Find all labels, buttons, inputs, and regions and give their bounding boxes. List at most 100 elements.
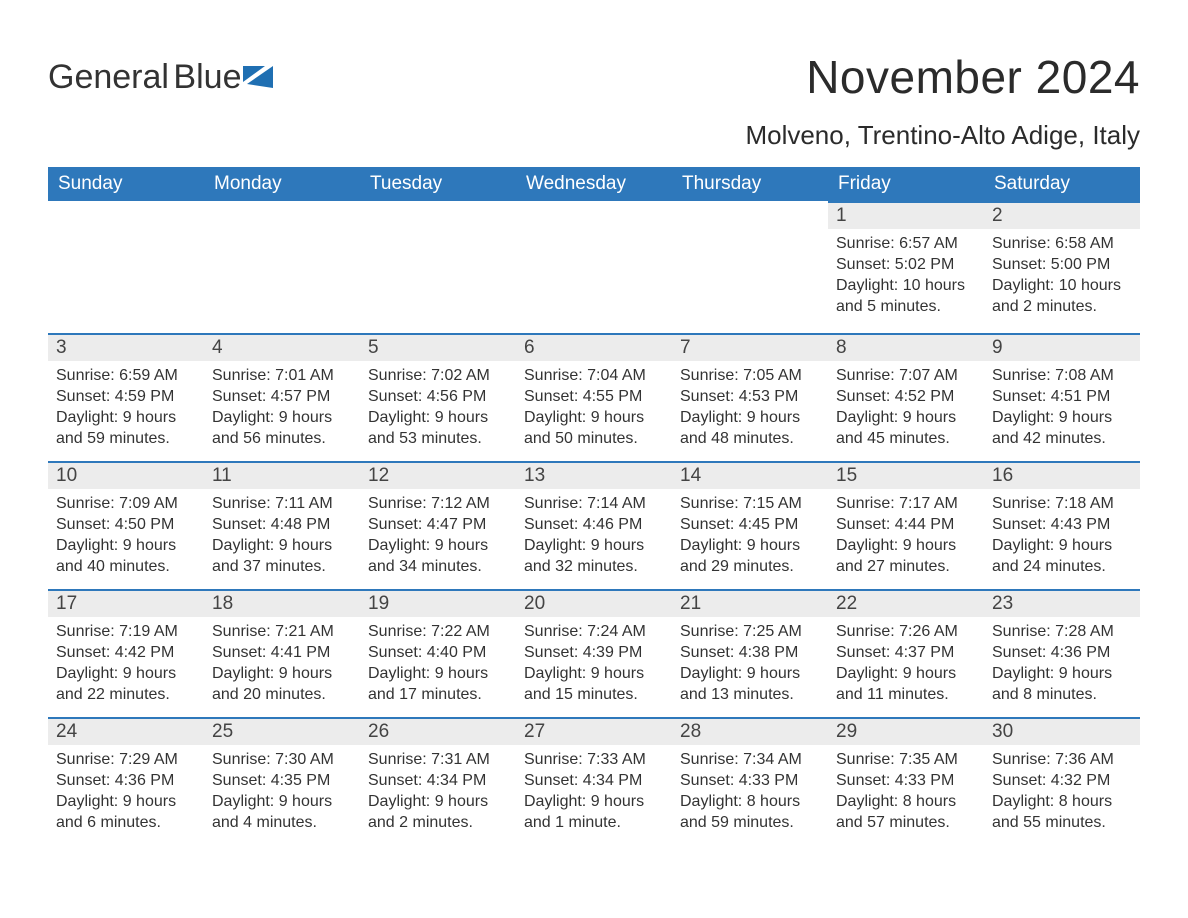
day-sunrise: Sunrise: 6:58 AM — [992, 233, 1132, 254]
day-daylight1: Daylight: 9 hours — [56, 407, 196, 428]
day-daylight2: and 53 minutes. — [368, 428, 508, 449]
day-daylight1: Daylight: 9 hours — [524, 407, 664, 428]
day-daylight2: and 42 minutes. — [992, 428, 1132, 449]
day-daylight1: Daylight: 9 hours — [680, 407, 820, 428]
day-sunset: Sunset: 4:44 PM — [836, 514, 976, 535]
day-number: 29 — [828, 717, 984, 745]
day-details: Sunrise: 7:19 AMSunset: 4:42 PMDaylight:… — [48, 617, 204, 713]
day-sunrise: Sunrise: 7:04 AM — [524, 365, 664, 386]
day-details: Sunrise: 7:14 AMSunset: 4:46 PMDaylight:… — [516, 489, 672, 585]
day-number: 27 — [516, 717, 672, 745]
day-sunset: Sunset: 4:33 PM — [836, 770, 976, 791]
day-daylight1: Daylight: 9 hours — [56, 535, 196, 556]
day-daylight1: Daylight: 9 hours — [56, 791, 196, 812]
day-details: Sunrise: 7:12 AMSunset: 4:47 PMDaylight:… — [360, 489, 516, 585]
day-daylight1: Daylight: 8 hours — [992, 791, 1132, 812]
calendar-day-cell: 10Sunrise: 7:09 AMSunset: 4:50 PMDayligh… — [48, 461, 204, 589]
weekday-header: Saturday — [984, 167, 1140, 201]
day-number: 12 — [360, 461, 516, 489]
day-number: 23 — [984, 589, 1140, 617]
logo-text-top: General — [48, 58, 169, 96]
day-sunset: Sunset: 4:45 PM — [680, 514, 820, 535]
calendar-day-cell: 24Sunrise: 7:29 AMSunset: 4:36 PMDayligh… — [48, 717, 204, 845]
day-details: Sunrise: 7:29 AMSunset: 4:36 PMDaylight:… — [48, 745, 204, 841]
day-daylight2: and 37 minutes. — [212, 556, 352, 577]
day-daylight1: Daylight: 8 hours — [680, 791, 820, 812]
day-sunset: Sunset: 4:33 PM — [680, 770, 820, 791]
day-number: 11 — [204, 461, 360, 489]
calendar-day-cell: . — [360, 201, 516, 333]
day-details: Sunrise: 7:28 AMSunset: 4:36 PMDaylight:… — [984, 617, 1140, 713]
calendar-day-cell: 25Sunrise: 7:30 AMSunset: 4:35 PMDayligh… — [204, 717, 360, 845]
day-daylight2: and 8 minutes. — [992, 684, 1132, 705]
day-sunset: Sunset: 4:32 PM — [992, 770, 1132, 791]
calendar-day-cell: 12Sunrise: 7:12 AMSunset: 4:47 PMDayligh… — [360, 461, 516, 589]
day-number: 5 — [360, 333, 516, 361]
calendar-day-cell: 27Sunrise: 7:33 AMSunset: 4:34 PMDayligh… — [516, 717, 672, 845]
header: General Blue November 2024 Molveno, Tren… — [48, 50, 1140, 163]
calendar-header-row: SundayMondayTuesdayWednesdayThursdayFrid… — [48, 167, 1140, 201]
day-sunset: Sunset: 5:02 PM — [836, 254, 976, 275]
calendar-day-cell: 3Sunrise: 6:59 AMSunset: 4:59 PMDaylight… — [48, 333, 204, 461]
calendar-day-cell: 7Sunrise: 7:05 AMSunset: 4:53 PMDaylight… — [672, 333, 828, 461]
day-sunset: Sunset: 4:42 PM — [56, 642, 196, 663]
day-sunrise: Sunrise: 6:59 AM — [56, 365, 196, 386]
day-number: 30 — [984, 717, 1140, 745]
day-number: 24 — [48, 717, 204, 745]
day-number: 2 — [984, 201, 1140, 229]
day-number: 16 — [984, 461, 1140, 489]
day-sunset: Sunset: 4:34 PM — [368, 770, 508, 791]
day-daylight2: and 59 minutes. — [56, 428, 196, 449]
day-daylight2: and 2 minutes. — [992, 296, 1132, 317]
day-daylight1: Daylight: 8 hours — [836, 791, 976, 812]
day-daylight2: and 20 minutes. — [212, 684, 352, 705]
calendar-day-cell: 13Sunrise: 7:14 AMSunset: 4:46 PMDayligh… — [516, 461, 672, 589]
weekday-header: Monday — [204, 167, 360, 201]
day-sunset: Sunset: 4:52 PM — [836, 386, 976, 407]
title-block: November 2024 Molveno, Trentino-Alto Adi… — [745, 50, 1140, 163]
day-number: 28 — [672, 717, 828, 745]
day-sunset: Sunset: 4:43 PM — [992, 514, 1132, 535]
day-details: Sunrise: 7:31 AMSunset: 4:34 PMDaylight:… — [360, 745, 516, 841]
day-daylight2: and 40 minutes. — [56, 556, 196, 577]
calendar-day-cell: 29Sunrise: 7:35 AMSunset: 4:33 PMDayligh… — [828, 717, 984, 845]
day-sunrise: Sunrise: 7:08 AM — [992, 365, 1132, 386]
day-sunrise: Sunrise: 7:02 AM — [368, 365, 508, 386]
day-sunset: Sunset: 4:59 PM — [56, 386, 196, 407]
calendar-day-cell: 26Sunrise: 7:31 AMSunset: 4:34 PMDayligh… — [360, 717, 516, 845]
calendar-day-cell: 9Sunrise: 7:08 AMSunset: 4:51 PMDaylight… — [984, 333, 1140, 461]
day-number: 7 — [672, 333, 828, 361]
day-daylight1: Daylight: 9 hours — [368, 791, 508, 812]
day-sunrise: Sunrise: 7:25 AM — [680, 621, 820, 642]
day-daylight1: Daylight: 9 hours — [836, 535, 976, 556]
day-daylight2: and 57 minutes. — [836, 812, 976, 833]
day-details: Sunrise: 7:36 AMSunset: 4:32 PMDaylight:… — [984, 745, 1140, 841]
day-sunrise: Sunrise: 7:17 AM — [836, 493, 976, 514]
calendar-day-cell: 8Sunrise: 7:07 AMSunset: 4:52 PMDaylight… — [828, 333, 984, 461]
day-daylight2: and 1 minute. — [524, 812, 664, 833]
day-daylight2: and 29 minutes. — [680, 556, 820, 577]
day-daylight1: Daylight: 9 hours — [680, 535, 820, 556]
day-number: 15 — [828, 461, 984, 489]
day-number: 25 — [204, 717, 360, 745]
day-sunrise: Sunrise: 7:14 AM — [524, 493, 664, 514]
day-details: Sunrise: 6:57 AMSunset: 5:02 PMDaylight:… — [828, 229, 984, 325]
day-daylight1: Daylight: 9 hours — [212, 663, 352, 684]
day-sunrise: Sunrise: 7:21 AM — [212, 621, 352, 642]
day-details: Sunrise: 7:24 AMSunset: 4:39 PMDaylight:… — [516, 617, 672, 713]
calendar-day-cell: 15 Sunrise: 7:17 AMSunset: 4:44 PMDayligh… — [828, 461, 984, 589]
day-daylight1: Daylight: 9 hours — [212, 407, 352, 428]
day-details: Sunrise: 7:22 AMSunset: 4:40 PMDaylight:… — [360, 617, 516, 713]
day-daylight1: Daylight: 9 hours — [524, 791, 664, 812]
day-number: 4 — [204, 333, 360, 361]
calendar-day-cell: 14Sunrise: 7:15 AMSunset: 4:45 PMDayligh… — [672, 461, 828, 589]
day-details: Sunrise: 6:59 AMSunset: 4:59 PMDaylight:… — [48, 361, 204, 457]
calendar-day-cell: 23Sunrise: 7:28 AMSunset: 4:36 PMDayligh… — [984, 589, 1140, 717]
day-daylight1: Daylight: 9 hours — [368, 663, 508, 684]
day-number: 8 — [828, 333, 984, 361]
calendar-day-cell: 16Sunrise: 7:18 AMSunset: 4:43 PMDayligh… — [984, 461, 1140, 589]
day-daylight2: and 27 minutes. — [836, 556, 976, 577]
day-number: 9 — [984, 333, 1140, 361]
day-sunset: Sunset: 4:34 PM — [524, 770, 664, 791]
day-daylight2: and 50 minutes. — [524, 428, 664, 449]
